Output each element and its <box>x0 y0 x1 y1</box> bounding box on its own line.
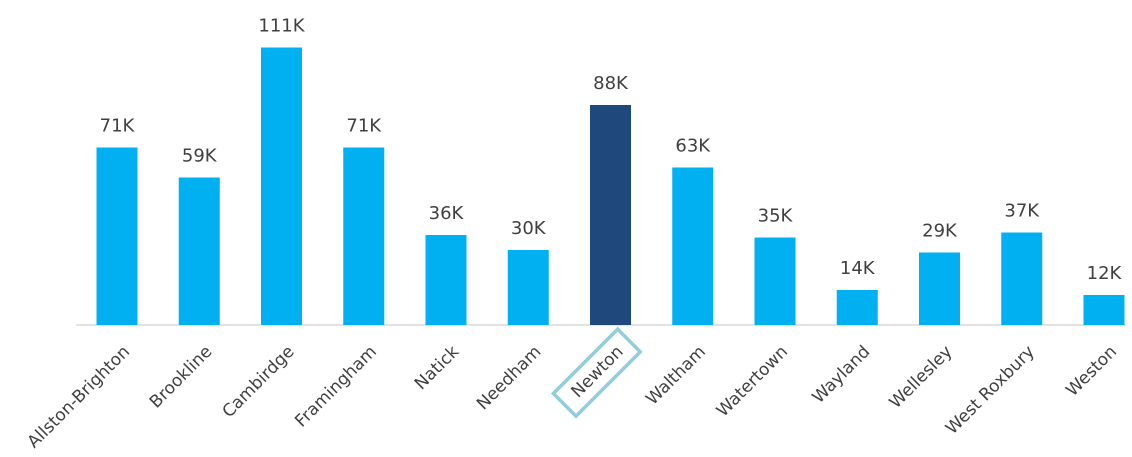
bar <box>590 105 631 325</box>
x-tick-group: Watertown <box>713 342 792 421</box>
data-label: 37K <box>1004 201 1040 222</box>
bar <box>425 235 467 325</box>
x-tick-label: West Roxbury <box>942 342 1039 439</box>
bar <box>672 167 714 325</box>
x-tick-label: Weston <box>1062 342 1121 401</box>
x-tick-label: Brookline <box>146 342 216 412</box>
data-label: 71K <box>346 116 382 137</box>
bar <box>754 237 796 325</box>
x-tick-group: Waltham <box>642 342 709 409</box>
data-label: 14K <box>840 258 876 279</box>
x-tick-group: Weston <box>1062 342 1121 401</box>
x-tick-label: Cambirdge <box>219 342 299 422</box>
x-tick-label: Natick <box>411 342 463 394</box>
x-tick-group: West Roxbury <box>942 342 1039 439</box>
bar <box>836 290 878 325</box>
data-label: 63K <box>675 136 711 157</box>
bar <box>919 252 960 325</box>
x-tick-label: Watertown <box>713 342 792 421</box>
bar <box>178 177 220 325</box>
x-tick-label: Needham <box>473 342 545 414</box>
bar <box>343 147 385 325</box>
x-tick-label: Waltham <box>642 342 709 409</box>
x-tick-group: Wellesley <box>886 342 957 413</box>
data-label: 36K <box>429 203 465 224</box>
data-label: 88K <box>593 73 629 94</box>
bar <box>1001 232 1043 325</box>
data-label: 71K <box>100 116 136 137</box>
bar <box>261 47 302 325</box>
x-tick-group: Allston-Brighton <box>24 342 134 452</box>
x-tick-group: Framingham <box>291 342 380 431</box>
x-tick-group: Newton <box>550 326 643 419</box>
data-label: 59K <box>182 146 218 167</box>
data-label: 35K <box>758 206 794 227</box>
data-label: 12K <box>1087 263 1123 284</box>
bar <box>96 147 138 325</box>
x-tick-group: Brookline <box>146 342 216 412</box>
data-label: 111K <box>258 16 305 37</box>
x-tick-label: Wellesley <box>886 342 957 413</box>
x-tick-group: Cambirdge <box>219 342 299 422</box>
label-highlight-box <box>550 326 643 419</box>
data-label: 29K <box>922 221 958 242</box>
x-tick-group: Needham <box>473 342 545 414</box>
x-tick-group: Wayland <box>809 342 875 408</box>
x-tick-label: Framingham <box>291 342 380 431</box>
x-tick-label: Wayland <box>809 342 875 408</box>
x-tick-group: Natick <box>411 342 463 394</box>
x-tick-label: Allston-Brighton <box>24 342 134 452</box>
data-label: 30K <box>511 218 547 239</box>
bar <box>507 250 549 325</box>
bar <box>1083 295 1125 325</box>
